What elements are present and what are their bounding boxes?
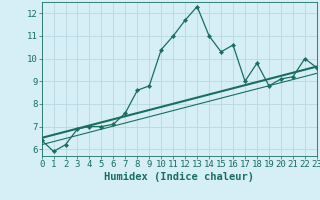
X-axis label: Humidex (Indice chaleur): Humidex (Indice chaleur) [104,172,254,182]
